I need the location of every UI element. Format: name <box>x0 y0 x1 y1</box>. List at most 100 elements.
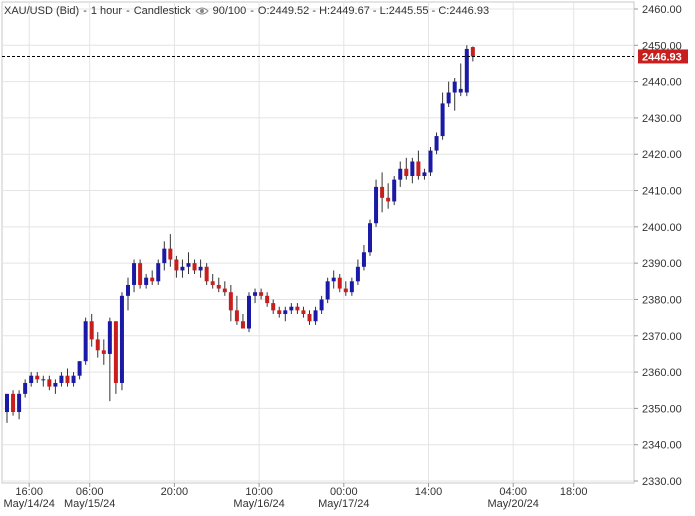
candle-body-up <box>434 136 439 151</box>
y-tick-label: 2350.00 <box>642 403 682 415</box>
candle-body-down <box>150 277 155 282</box>
x-tick-time: 06:00 <box>76 486 104 498</box>
current-price-label: 2446.93 <box>642 51 682 63</box>
x-tick-time: 18:00 <box>560 486 588 498</box>
candle-layer <box>5 45 475 423</box>
candle-body-up <box>458 88 463 93</box>
candle-body-down <box>11 393 16 413</box>
candle-body-down <box>234 310 239 322</box>
x-tick-time: 16:00 <box>15 486 43 498</box>
separator: - <box>83 5 87 17</box>
y-tick-label: 2460.00 <box>642 4 682 16</box>
y-tick-label: 2370.00 <box>642 331 682 343</box>
candle-body-down <box>95 339 100 351</box>
candle-body-up <box>410 161 415 177</box>
candle-body-up <box>452 81 457 93</box>
candle-body-down <box>89 321 94 340</box>
candle-body-up <box>355 266 360 282</box>
y-tick-label: 2410.00 <box>642 186 682 198</box>
x-tick-time: 04:00 <box>499 486 527 498</box>
candle-body-down <box>295 306 300 311</box>
x-tick-date: May/20/24 <box>488 498 539 510</box>
x-tick-time: 10:00 <box>245 486 273 498</box>
candle-body-up <box>361 252 366 267</box>
candle-body-up <box>17 393 22 413</box>
x-tick-time: 20:00 <box>161 486 189 498</box>
candle-body-up <box>77 361 82 376</box>
candle-body-down <box>101 350 106 354</box>
candle-body-up <box>313 310 318 322</box>
candle-body-up <box>59 375 64 383</box>
separator: - <box>126 5 130 17</box>
candle-body-down <box>65 375 70 383</box>
candle-body-down <box>138 263 143 285</box>
candle-body-up <box>23 382 28 394</box>
y-tick-label: 2330.00 <box>642 476 682 488</box>
candle-body-up <box>29 375 34 383</box>
candle-body-up <box>162 248 167 264</box>
y-tick-label: 2400.00 <box>642 222 682 234</box>
candle-body-up <box>156 263 161 282</box>
y-axis: 2330.00 2340.00 2350.00 2360.00 2370.00 2380.… <box>634 4 682 488</box>
visibility-value: 90/100 <box>212 5 247 17</box>
candle-body-down <box>301 310 306 314</box>
candle-body-up <box>119 295 124 383</box>
y-tick-label: 2390.00 <box>642 258 682 270</box>
candle-body-up <box>464 48 469 93</box>
interval-label: 1 hour <box>90 5 123 17</box>
y-tick-label: 2360.00 <box>642 367 682 379</box>
candle-body-down <box>343 288 348 293</box>
candle-body-up <box>180 266 185 271</box>
plot-frame <box>1 1 635 484</box>
candle-body-down <box>380 186 385 198</box>
candle-body-down <box>259 292 264 296</box>
candle-body-down <box>470 47 475 57</box>
candle-body-down <box>174 259 179 271</box>
candle-body-down <box>404 168 409 177</box>
candle-body-up <box>331 277 336 282</box>
candle-body-up <box>107 321 112 354</box>
y-tick-label: 2420.00 <box>642 149 682 161</box>
candle-body-up <box>289 306 294 311</box>
current-price-tag <box>638 49 688 64</box>
candle-body-up <box>247 295 251 329</box>
y-tick-label: 2450.00 <box>642 40 682 52</box>
candle-body-up <box>446 92 451 104</box>
candle-body-down <box>35 375 40 380</box>
candle-body-up <box>422 172 427 177</box>
candle-body-down <box>265 295 270 304</box>
candle-body-up <box>126 284 130 296</box>
candle-body-down <box>386 197 391 202</box>
candle-body-down <box>192 263 197 271</box>
y-tick-label: 2340.00 <box>642 440 682 452</box>
x-tick-time: 00:00 <box>330 486 358 498</box>
candle-body-up <box>53 382 58 387</box>
candle-body-up <box>392 179 397 202</box>
x-tick-date: May/14/24 <box>4 498 55 510</box>
candle-body-down <box>271 303 276 311</box>
candle-body-down <box>228 292 233 311</box>
x-tick-date: May/16/24 <box>233 498 284 510</box>
candle-body-up <box>398 168 403 180</box>
x-tick-time: 14:00 <box>415 486 443 498</box>
candle-body-up <box>374 186 379 224</box>
chart-style-label: Candlestick <box>133 5 191 17</box>
candle-body-down <box>416 161 421 177</box>
candle-body-up <box>41 379 46 381</box>
separator: - <box>250 5 254 17</box>
candle-body-up <box>325 281 330 300</box>
symbol-label: XAU/USD (Bid) <box>4 5 80 17</box>
candle-body-down <box>277 310 282 314</box>
candle-body-up <box>5 393 9 413</box>
candle-body-up <box>368 223 372 253</box>
candle-body-up <box>186 263 191 267</box>
candle-body-up <box>144 277 149 285</box>
candle-body-down <box>337 277 342 289</box>
y-tick-label: 2440.00 <box>642 77 682 89</box>
chart-header: XAU/USD (Bid) - 1 hour - Candlestick 90/… <box>4 5 489 17</box>
candle-body-down <box>307 313 312 322</box>
eye-icon[interactable] <box>194 6 209 16</box>
